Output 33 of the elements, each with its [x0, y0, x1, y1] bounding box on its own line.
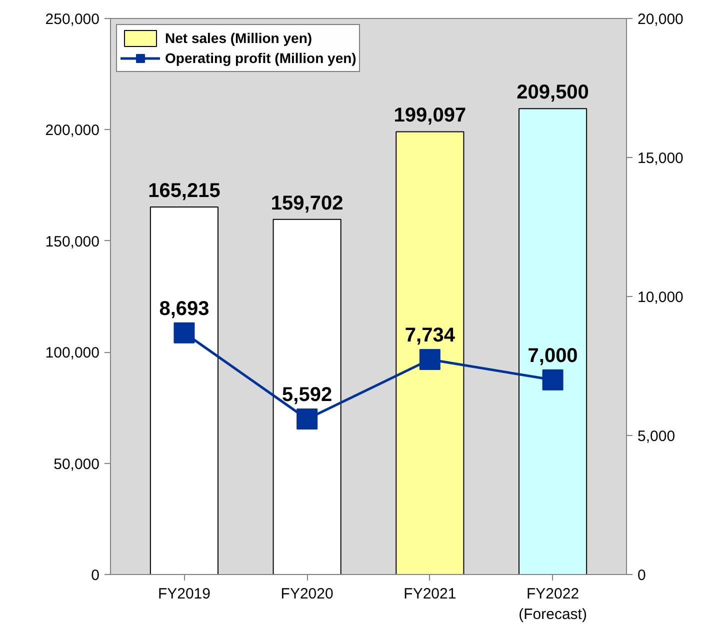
legend-label: Operating profit (Million yen)	[165, 50, 356, 66]
y2-tick-label: 5,000	[638, 428, 676, 445]
y-tick-label: 50,000	[54, 456, 100, 473]
data-label: 7,000	[528, 344, 578, 367]
y2-tick-label: 15,000	[638, 150, 684, 167]
point	[542, 369, 564, 390]
point	[174, 322, 195, 344]
data-label: 8,693	[159, 298, 210, 320]
x-tick-label: FY2020	[280, 586, 334, 602]
y-tick-label: 200,000	[45, 122, 100, 140]
y-tick-label: 150,000	[45, 233, 100, 250]
bar	[150, 206, 218, 574]
bar	[396, 131, 464, 574]
point	[296, 408, 318, 430]
data-label: 159,702	[270, 192, 344, 214]
bar	[518, 108, 588, 574]
bar	[272, 218, 342, 574]
data-label: 165,215	[148, 180, 220, 202]
data-label: 5,592	[282, 384, 332, 406]
data-label: 7,734	[404, 324, 456, 346]
y-tick-label: 100,000	[45, 344, 100, 362]
x-tick-label: FY2021	[404, 586, 456, 602]
legend-label: Net sales (Million yen)	[165, 30, 312, 46]
y-tick-label: 0	[91, 567, 100, 584]
y-tick-label: 250,000	[45, 11, 100, 28]
y2-tick-label: 20,000	[638, 11, 684, 28]
x-tick-label: FY2022 (Forecast)	[518, 586, 587, 623]
point	[419, 348, 440, 370]
data-label: 199,097	[394, 104, 466, 127]
x-tick-label: FY2019	[158, 586, 210, 602]
data-label: 209,500	[516, 82, 589, 104]
y2-tick-label: 0	[638, 567, 646, 584]
y2-tick-label: 10,000	[638, 289, 684, 306]
